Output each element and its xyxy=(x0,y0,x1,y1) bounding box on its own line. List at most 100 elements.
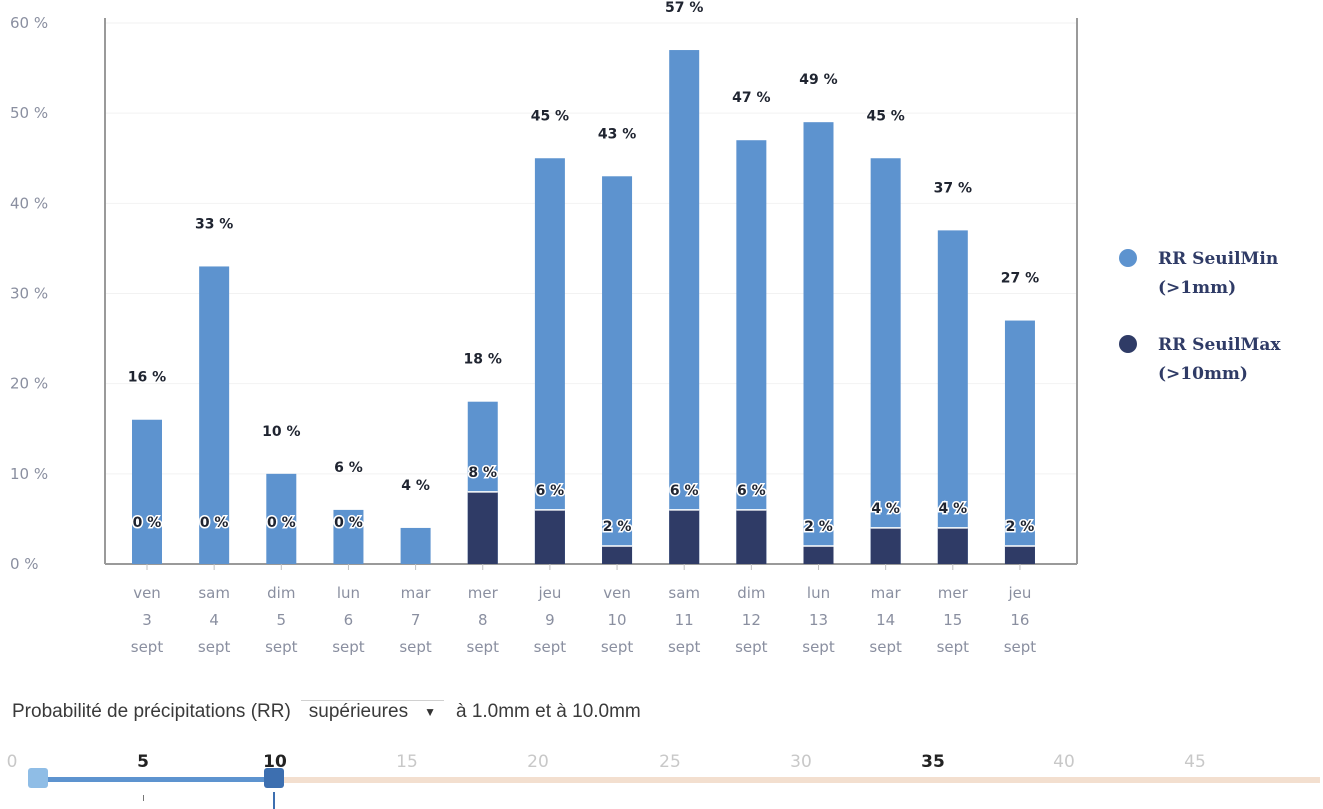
chart-bars xyxy=(132,50,1035,565)
x-tick-label: dim xyxy=(737,584,765,602)
chart-legend: RR SeuilMin (>1mm) RR SeuilMax (>10mm) xyxy=(1119,249,1281,384)
data-label-seuilmin: 27 % xyxy=(1001,271,1039,287)
bar-seuilmax xyxy=(467,491,498,564)
data-label-seuilmax: 0 % xyxy=(334,515,363,531)
x-tick-label: jeu xyxy=(537,584,561,602)
x-tick-label: 9 xyxy=(545,611,555,629)
x-tick-label: 3 xyxy=(142,611,152,629)
x-tick-label: 6 xyxy=(344,611,354,629)
y-tick-label: 20 % xyxy=(10,375,48,393)
data-label-seuilmax: 6 % xyxy=(670,483,699,499)
data-label-seuilmin: 49 % xyxy=(799,72,837,88)
x-tick-label: sept xyxy=(735,638,768,656)
x-tick-label: 13 xyxy=(809,611,828,629)
slider-label-10: 10 xyxy=(263,752,287,772)
x-tick-label: lun xyxy=(337,584,360,602)
legend-label-unit: (>1mm) xyxy=(1158,278,1236,298)
data-label-seuilmin: 43 % xyxy=(598,126,636,142)
slider-tick-5 xyxy=(143,795,144,801)
data-label-seuilmin: 6 % xyxy=(334,460,363,476)
x-tick-label: sept xyxy=(399,638,432,656)
bar-seuilmin xyxy=(937,230,968,564)
x-tick-label: sam xyxy=(198,584,230,602)
x-tick-label: sept xyxy=(601,638,634,656)
bar-seuilmin xyxy=(266,473,297,564)
controls-prefix: Probabilité de précipitations (RR) xyxy=(12,700,291,722)
bar-seuilmax xyxy=(534,509,565,564)
data-label-seuilmin: 33 % xyxy=(195,216,233,232)
slider-label-35: 35 xyxy=(921,752,945,772)
x-tick-label: sept xyxy=(1004,638,1037,656)
x-axis-ticks: ven 3 sept sam 4 sept dim 5 sept lun 6 sept mar 7 sept… xyxy=(131,564,1037,656)
x-tick-label: sept xyxy=(131,638,164,656)
x-tick-label: 4 xyxy=(209,611,219,629)
legend-marker xyxy=(1119,249,1137,267)
bar-seuilmax xyxy=(870,527,901,564)
x-tick-label: mer xyxy=(938,584,969,602)
data-label-seuilmin: 37 % xyxy=(934,180,972,196)
data-label-seuilmin: 18 % xyxy=(464,352,502,368)
data-label-seuilmax: 2 % xyxy=(804,519,833,535)
bar-seuilmin xyxy=(1004,320,1035,564)
x-tick-label: sept xyxy=(937,638,970,656)
slider-track[interactable] xyxy=(275,777,1320,783)
bar-seuilmin xyxy=(199,266,230,564)
threshold-slider[interactable]: 0 5 10 15 20 25 30 35 40 45 xyxy=(0,748,1323,809)
bar-seuilmin xyxy=(602,176,633,565)
x-tick-label: sept xyxy=(668,638,701,656)
x-tick-label: 8 xyxy=(478,611,488,629)
slider-label-0: 0 xyxy=(6,752,18,772)
x-tick-label: 12 xyxy=(742,611,761,629)
x-tick-label: 5 xyxy=(277,611,287,629)
bar-seuilmax xyxy=(937,527,968,564)
slider-max-handle[interactable] xyxy=(264,768,284,788)
data-label-seuilmax: 2 % xyxy=(603,519,632,535)
y-tick-label: 40 % xyxy=(10,194,48,212)
data-label-seuilmin: 4 % xyxy=(401,478,430,494)
x-tick-label: 11 xyxy=(675,611,694,629)
x-tick-label: 16 xyxy=(1010,611,1029,629)
data-label-seuilmin: 57 % xyxy=(665,0,703,16)
bar-seuilmin xyxy=(736,140,767,564)
x-tick-label: 15 xyxy=(943,611,962,629)
threshold-select-value: supérieures xyxy=(308,701,409,722)
x-tick-label: sam xyxy=(668,584,700,602)
controls-suffix: à 1.0mm et à 10.0mm xyxy=(455,700,641,722)
slider-label-25: 25 xyxy=(659,752,681,772)
data-label-seuilmin: 16 % xyxy=(128,370,166,386)
x-tick-label: mar xyxy=(871,584,902,602)
x-tick-label: sept xyxy=(467,638,500,656)
chart-gridlines xyxy=(105,22,1077,475)
x-tick-label: sept xyxy=(265,638,298,656)
bar-seuilmin xyxy=(132,419,162,564)
slider-label-40: 40 xyxy=(1053,752,1075,772)
x-tick-label: 14 xyxy=(876,611,895,629)
bar-seuilmin xyxy=(534,158,565,564)
data-label-seuilmax: 0 % xyxy=(133,515,162,531)
chart-data-labels: 16 % 0 % 33 % 0 % 10 % 0 % 6 % 0 % 4 % 18 % 8 % 45 … xyxy=(128,0,1039,536)
data-label-seuilmin: 45 % xyxy=(866,108,904,124)
x-tick-label: 7 xyxy=(411,611,421,629)
x-tick-label: mer xyxy=(468,584,499,602)
x-tick-label: sept xyxy=(869,638,902,656)
x-tick-label: ven xyxy=(603,584,631,602)
slider-selected-range xyxy=(38,777,275,782)
bar-seuilmin xyxy=(333,509,364,564)
data-label-seuilmax: 4 % xyxy=(938,501,967,517)
bar-seuilmax xyxy=(602,545,633,564)
x-tick-label: mar xyxy=(401,584,432,602)
data-label-seuilmax: 8 % xyxy=(468,465,497,481)
threshold-select[interactable]: supérieures ▼ xyxy=(300,700,444,723)
y-tick-label: 0 % xyxy=(10,555,39,573)
data-label-seuilmax: 6 % xyxy=(536,483,565,499)
x-tick-label: sept xyxy=(802,638,835,656)
data-label-seuilmin: 45 % xyxy=(531,108,569,124)
precipitation-controls: Probabilité de précipitations (RR) supér… xyxy=(12,700,641,723)
x-tick-label: dim xyxy=(267,584,295,602)
data-label-seuilmax: 0 % xyxy=(267,515,296,531)
slider-label-20: 20 xyxy=(527,752,549,772)
data-label-seuilmax: 0 % xyxy=(200,515,229,531)
bar-seuilmin xyxy=(870,158,901,564)
slider-min-handle[interactable] xyxy=(28,768,48,788)
bar-seuilmin xyxy=(803,122,834,564)
